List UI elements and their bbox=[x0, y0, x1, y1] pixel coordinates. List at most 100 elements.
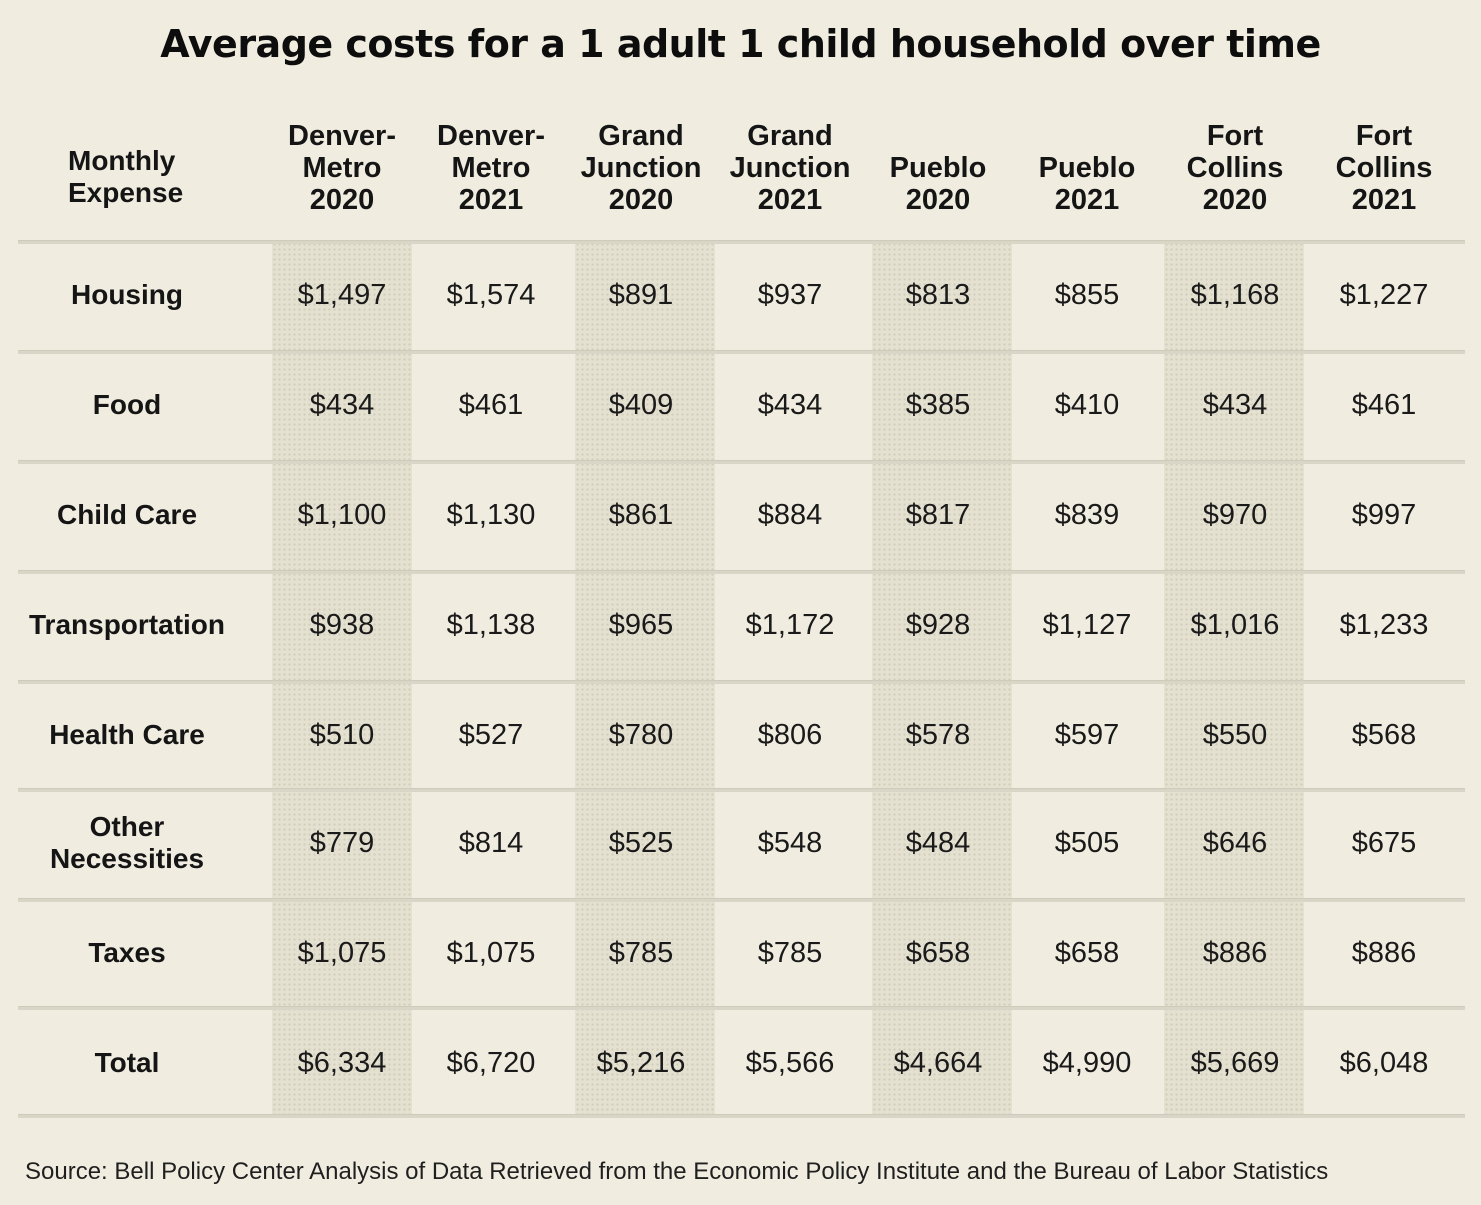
row-divider bbox=[18, 460, 1465, 464]
table-cell: $785 bbox=[608, 936, 674, 969]
table-cell: $806 bbox=[757, 718, 823, 751]
column-header-line: Pueblo bbox=[1038, 152, 1136, 184]
table-cell: $1,138 bbox=[446, 608, 536, 641]
table-cell: $4,990 bbox=[1042, 1046, 1132, 1079]
row-divider bbox=[18, 350, 1465, 354]
table-cell: $5,669 bbox=[1190, 1046, 1280, 1079]
row-divider bbox=[18, 1006, 1465, 1010]
column-header-line: Collins bbox=[1335, 152, 1433, 184]
column-header-line: Fort bbox=[1355, 120, 1413, 152]
table-cell: $780 bbox=[608, 718, 674, 751]
column-header-line: Denver- bbox=[437, 120, 545, 152]
row-label-line: Food bbox=[92, 389, 162, 420]
table-cell: $5,216 bbox=[596, 1046, 686, 1079]
table-cell: $817 bbox=[905, 498, 971, 531]
table-cell: $928 bbox=[905, 608, 971, 641]
column-header-line: Denver- bbox=[288, 120, 396, 152]
column-header-line: Collins bbox=[1186, 152, 1284, 184]
row-divider bbox=[18, 898, 1465, 902]
row-divider bbox=[18, 680, 1465, 684]
table-cell: $461 bbox=[458, 388, 524, 421]
column-header-line: 2021 bbox=[1351, 184, 1417, 216]
table-cell: $891 bbox=[608, 278, 674, 311]
row-label: Other Necessities bbox=[18, 790, 236, 896]
table-cell: $658 bbox=[1054, 936, 1120, 969]
table-cell: $525 bbox=[608, 826, 674, 859]
table-cell: $410 bbox=[1054, 388, 1120, 421]
table-cell: $1,127 bbox=[1042, 608, 1132, 641]
column-header-line: 2020 bbox=[309, 184, 375, 216]
column-header: Denver- Metro 2020 bbox=[262, 118, 422, 216]
column-header-line: Junction bbox=[729, 152, 851, 184]
row-label-line: Taxes bbox=[88, 937, 166, 968]
table-cell: $813 bbox=[905, 278, 971, 311]
table-cell: $434 bbox=[757, 388, 823, 421]
column-header: Fort Collins 2020 bbox=[1155, 118, 1315, 216]
row-label: Food bbox=[18, 352, 236, 458]
table-cell: $548 bbox=[757, 826, 823, 859]
source-note: Source: Bell Policy Center Analysis of D… bbox=[25, 1158, 1329, 1185]
row-label: Taxes bbox=[18, 900, 236, 1006]
row-divider bbox=[18, 1114, 1465, 1118]
table-cell: $385 bbox=[905, 388, 971, 421]
column-header-line: Metro bbox=[451, 152, 531, 184]
shaded-column-bg bbox=[872, 242, 1012, 1116]
column-header-line: Metro bbox=[302, 152, 382, 184]
column-header: Pueblo 2020 bbox=[858, 118, 1018, 216]
table-cell: $409 bbox=[608, 388, 674, 421]
row-label-line: Housing bbox=[71, 279, 183, 310]
table-cell: $597 bbox=[1054, 718, 1120, 751]
table-cell: $646 bbox=[1202, 826, 1268, 859]
table-cell: $505 bbox=[1054, 826, 1120, 859]
header-monthly-expense: Monthly Expense bbox=[68, 145, 183, 209]
column-header: Grand Junction 2021 bbox=[710, 118, 870, 216]
row-label-line: Health Care bbox=[49, 719, 205, 750]
table-cell: $839 bbox=[1054, 498, 1120, 531]
table-cell: $886 bbox=[1202, 936, 1268, 969]
row-label-line: Child Care bbox=[56, 499, 198, 530]
table-cell: $937 bbox=[757, 278, 823, 311]
table-cell: $461 bbox=[1351, 388, 1417, 421]
column-header: Denver- Metro 2021 bbox=[411, 118, 571, 216]
row-label: Total bbox=[18, 1010, 236, 1116]
header-line: Monthly bbox=[68, 145, 176, 176]
table-cell: $1,168 bbox=[1190, 278, 1280, 311]
table-cell: $785 bbox=[757, 936, 823, 969]
table-cell: $578 bbox=[905, 718, 971, 751]
column-header-line: Pueblo bbox=[889, 152, 987, 184]
column-header: Fort Collins 2021 bbox=[1304, 118, 1464, 216]
row-label: Transportation bbox=[18, 572, 236, 678]
chart-title: Average costs for a 1 adult 1 child hous… bbox=[160, 22, 1321, 66]
table-cell: $1,075 bbox=[297, 936, 387, 969]
header-line: Expense bbox=[68, 177, 184, 208]
column-header-line: 2021 bbox=[757, 184, 823, 216]
row-label: Child Care bbox=[18, 462, 236, 568]
table-cell: $970 bbox=[1202, 498, 1268, 531]
table-cell: $814 bbox=[458, 826, 524, 859]
column-header: Pueblo 2021 bbox=[1007, 118, 1167, 216]
row-label: Health Care bbox=[18, 682, 236, 788]
column-header-line: 2020 bbox=[905, 184, 971, 216]
table-cell: $4,664 bbox=[893, 1046, 983, 1079]
column-header-line: 2020 bbox=[1202, 184, 1268, 216]
table-cell: $6,720 bbox=[446, 1046, 536, 1079]
column-header: Grand Junction 2020 bbox=[561, 118, 721, 216]
column-header-line: 2020 bbox=[608, 184, 674, 216]
table-cell: $434 bbox=[1202, 388, 1268, 421]
row-divider bbox=[18, 570, 1465, 574]
table-cell: $568 bbox=[1351, 718, 1417, 751]
table-cell: $434 bbox=[309, 388, 375, 421]
shaded-column-bg bbox=[575, 242, 715, 1116]
table-cell: $938 bbox=[309, 608, 375, 641]
table-cell: $527 bbox=[458, 718, 524, 751]
table-cell: $1,075 bbox=[446, 936, 536, 969]
table-cell: $1,130 bbox=[446, 498, 536, 531]
table-cell: $1,233 bbox=[1339, 608, 1429, 641]
table-cell: $886 bbox=[1351, 936, 1417, 969]
table-cell: $861 bbox=[608, 498, 674, 531]
table-cell: $6,334 bbox=[297, 1046, 387, 1079]
table-cell: $1,016 bbox=[1190, 608, 1280, 641]
table-cell: $1,100 bbox=[297, 498, 387, 531]
row-label-line: Other bbox=[89, 811, 165, 842]
table-cell: $484 bbox=[905, 826, 971, 859]
